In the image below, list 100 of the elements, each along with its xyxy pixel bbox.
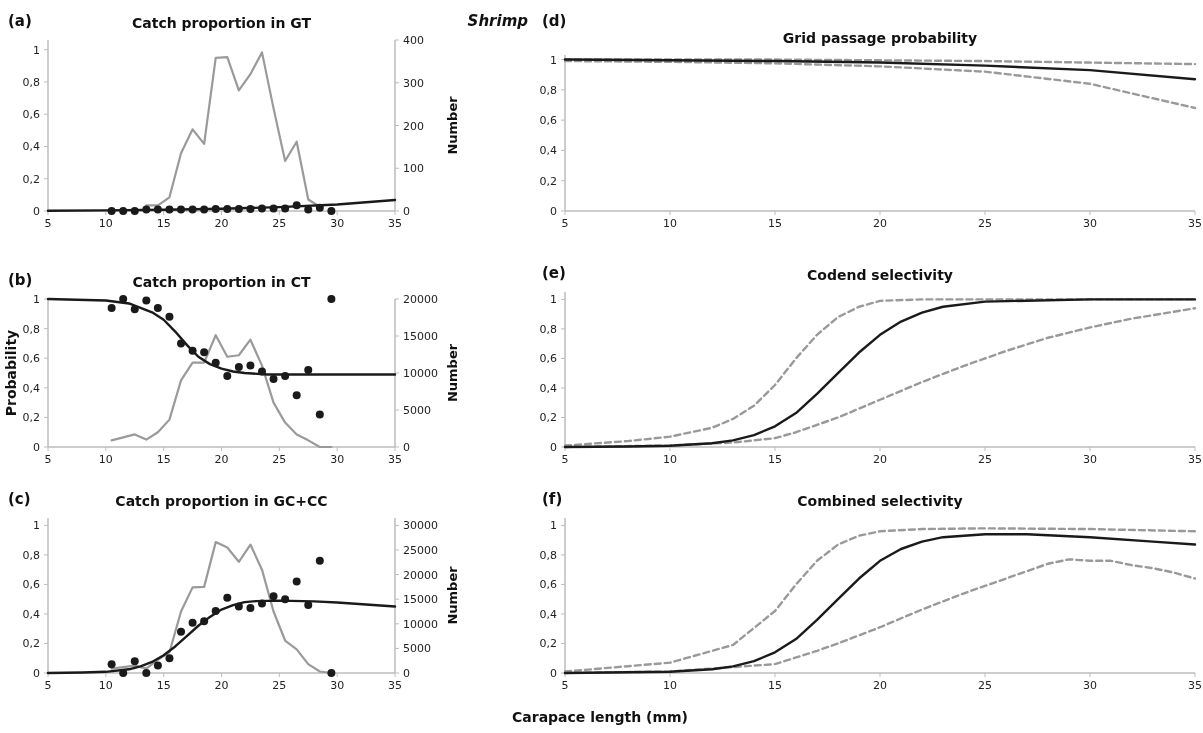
y-tick-label: 0,4: [539, 144, 557, 158]
y-tick-label: 0,2: [22, 411, 40, 425]
x-tick-label: 10: [663, 217, 677, 230]
x-tick-label: 30: [1083, 679, 1097, 692]
x-tick-label: 30: [330, 679, 345, 692]
x-tick-label: 5: [561, 217, 569, 230]
text: (f): [542, 490, 563, 508]
x-tick-label: 5: [561, 453, 569, 466]
x-tick-label: 30: [330, 217, 345, 230]
chart-title: Catch proportion in GT: [131, 15, 312, 31]
y-tick-label: 0,4: [539, 607, 557, 621]
y-tick-label: 0,4: [22, 607, 40, 621]
x-tick-label: 35: [1188, 679, 1202, 692]
y2-axis-title: Number: [445, 343, 460, 403]
y-tick-label: 0: [33, 441, 40, 454]
x-tick-label: 25: [978, 453, 992, 466]
y-tick-label: 0,2: [539, 637, 557, 651]
y-tick-label: 0,6: [539, 578, 557, 592]
y-tick-label: 1: [33, 43, 40, 57]
chart-title: Catch proportion in CT: [132, 274, 311, 290]
x-tick-label: 10: [98, 217, 113, 230]
text: (a): [8, 12, 32, 30]
y-tick-label: 0,2: [22, 637, 40, 651]
text: Shrimp: [467, 12, 529, 30]
y-tick-label: 0,6: [22, 108, 40, 122]
y2-tick-label: 15000: [403, 593, 438, 607]
y-tick-label: 0,6: [22, 578, 40, 592]
x-tick-label: 5: [44, 217, 52, 230]
y-tick-label: 0,4: [539, 381, 557, 395]
x-tick-label: 25: [978, 217, 992, 230]
y2-tick-label: 300: [403, 76, 424, 90]
y-tick-label: 0,4: [22, 140, 40, 154]
text: (d): [542, 12, 567, 30]
y-tick-label: 0: [33, 667, 40, 680]
y2-tick-label: 10000: [403, 617, 438, 631]
x-tick-label: 30: [1083, 453, 1097, 466]
chart-title: Catch proportion in GC+CC: [115, 493, 328, 509]
x-tick-label: 20: [873, 217, 887, 230]
y2-tick-label: 20000: [403, 568, 438, 582]
y-tick-label: 1: [550, 293, 557, 307]
y-tick-label: 1: [33, 519, 40, 533]
x-tick-label: 35: [1188, 453, 1202, 466]
y-tick-label: 0,8: [22, 322, 40, 336]
y-axis-title: Probability: [3, 329, 19, 417]
x-tick-label: 5: [44, 453, 52, 466]
y-tick-label: 0: [550, 205, 557, 218]
x-tick-label: 25: [978, 679, 992, 692]
x-tick-label: 15: [156, 217, 171, 230]
x-tick-label: 20: [214, 679, 229, 692]
y-tick-label: 0,6: [539, 114, 557, 128]
y2-tick-label: 20000: [403, 293, 438, 306]
y2-tick-label: 15000: [403, 330, 438, 343]
y-tick-label: 0,8: [22, 75, 40, 89]
x-tick-label: 15: [156, 679, 171, 692]
y2-tick-label: 30000: [403, 519, 438, 533]
y-tick-label: 0: [550, 667, 557, 680]
y2-tick-label: 0: [403, 205, 410, 218]
x-tick-label: 30: [1083, 217, 1097, 230]
y-tick-label: 0,8: [539, 548, 557, 562]
x-tick-label: 10: [98, 679, 113, 692]
y2-tick-label: 5000: [403, 404, 431, 417]
x-tick-label: 15: [768, 679, 782, 692]
y-tick-label: 1: [550, 519, 557, 533]
y2-tick-label: 100: [403, 162, 424, 176]
y2-tick-label: 400: [403, 34, 424, 47]
y-tick-label: 0,6: [539, 352, 557, 366]
x-tick-label: 5: [44, 679, 52, 692]
text: (e): [542, 264, 566, 282]
x-tick-label: 20: [214, 453, 229, 466]
x-tick-label: 15: [156, 453, 171, 466]
y-tick-label: 1: [33, 293, 40, 306]
y2-tick-label: 25000: [403, 543, 438, 557]
x-tick-label: 15: [768, 453, 782, 466]
text: (b): [8, 271, 33, 289]
x-tick-label: 25: [272, 217, 287, 230]
chart-title: Codend selectivity: [807, 267, 953, 283]
x-tick-label: 35: [388, 453, 402, 466]
y-tick-label: 0,2: [539, 174, 557, 188]
y2-tick-label: 0: [403, 667, 410, 680]
y2-axis-title: Number: [445, 95, 460, 155]
x-tick-label: 5: [561, 679, 569, 692]
x-tick-label: 20: [214, 217, 229, 230]
y-tick-label: 0,8: [22, 548, 40, 562]
y-tick-label: 0: [33, 205, 40, 218]
x-tick-label: 30: [330, 453, 345, 466]
x-tick-label: 35: [388, 217, 402, 230]
y-tick-label: 0,2: [539, 411, 557, 425]
y2-tick-label: 0: [403, 441, 410, 454]
x-tick-label: 20: [873, 679, 887, 692]
x-tick-label: 15: [768, 217, 782, 230]
x-tick-label: 35: [388, 679, 402, 692]
y-tick-label: 0,8: [539, 83, 557, 97]
y-tick-label: 0,6: [22, 352, 40, 366]
y2-tick-label: 5000: [403, 642, 431, 656]
chart-title: Combined selectivity: [797, 493, 963, 509]
x-tick-label: 25: [272, 679, 287, 692]
chart-title: Grid passage probability: [782, 30, 978, 46]
y-tick-label: 0,2: [22, 172, 40, 186]
y2-axis-title: Number: [445, 565, 460, 625]
y-tick-label: 0: [550, 441, 557, 454]
